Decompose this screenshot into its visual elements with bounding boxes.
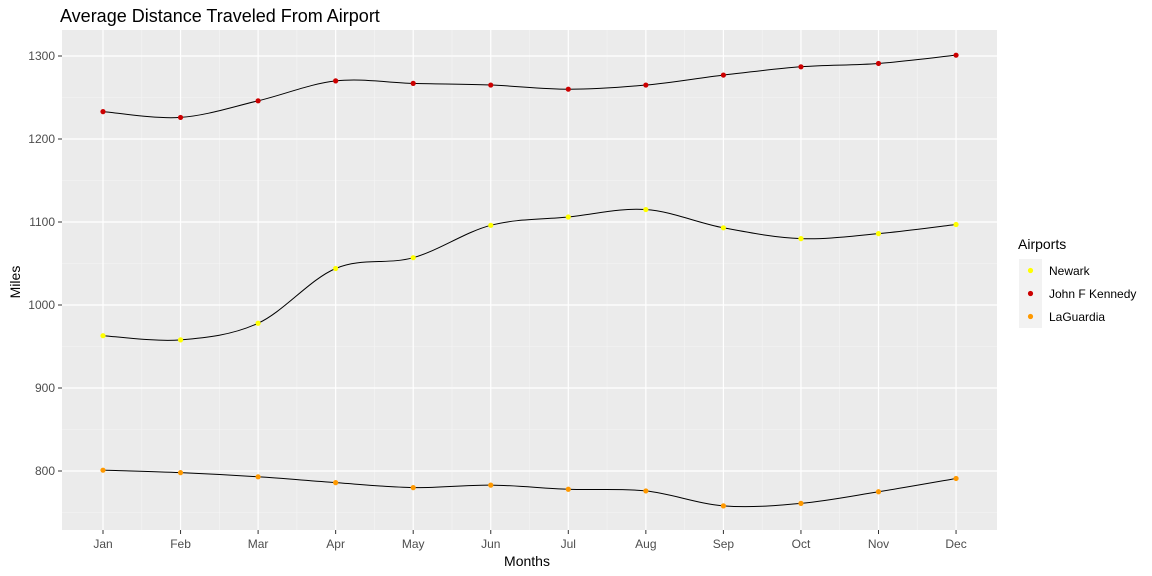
data-point-laguardia xyxy=(720,503,727,509)
data-point-john-f-kennedy xyxy=(100,109,106,115)
data-point-newark xyxy=(565,214,571,220)
data-point-laguardia xyxy=(643,488,649,494)
data-point-newark xyxy=(953,221,959,228)
x-tick-label: Aug xyxy=(635,537,656,551)
data-point-newark xyxy=(410,255,416,261)
y-tick-label: 1300 xyxy=(28,49,55,63)
data-point-john-f-kennedy xyxy=(177,114,184,121)
x-tick-label: Jan xyxy=(93,537,112,551)
data-point-laguardia xyxy=(410,485,416,491)
x-axis: Jan Feb Mar Apr May Jun Jul Aug Sep Oct Nov Dec xyxy=(93,530,967,551)
y-axis-title: Miles xyxy=(7,266,23,299)
x-tick-label: Dec xyxy=(945,537,966,551)
x-tick-label: Apr xyxy=(326,537,345,551)
data-point-newark xyxy=(643,206,649,213)
y-tick-label: 1200 xyxy=(28,132,55,146)
data-point-laguardia xyxy=(953,475,959,482)
data-point-laguardia xyxy=(488,482,494,488)
series-points xyxy=(100,52,959,509)
data-point-newark xyxy=(720,225,727,231)
data-point-newark xyxy=(875,231,882,237)
x-tick-label: May xyxy=(402,537,425,551)
data-point-newark xyxy=(798,236,804,242)
x-axis-title: Months xyxy=(504,553,550,569)
series-lines xyxy=(102,54,957,508)
legend: Airports Newark John F Kennedy LaGuardia xyxy=(1018,236,1136,328)
legend-title: Airports xyxy=(1018,236,1066,252)
data-point-laguardia xyxy=(333,480,339,486)
data-point-john-f-kennedy xyxy=(798,64,804,70)
data-point-john-f-kennedy xyxy=(875,60,882,67)
data-point-newark xyxy=(488,222,494,228)
data-point-laguardia xyxy=(565,486,571,492)
data-point-newark xyxy=(255,320,261,326)
y-tick-label: 1100 xyxy=(29,215,55,229)
data-point-john-f-kennedy xyxy=(488,82,494,88)
legend-marker-john-f-kennedy xyxy=(1027,290,1034,297)
data-point-newark xyxy=(333,265,339,272)
data-point-laguardia xyxy=(255,474,261,480)
x-tick-label: Nov xyxy=(868,537,889,551)
data-point-john-f-kennedy xyxy=(565,86,571,92)
x-tick-label: Oct xyxy=(792,537,811,551)
x-tick-label: Jul xyxy=(561,537,576,551)
legend-label-newark: Newark xyxy=(1049,264,1091,278)
data-point-newark xyxy=(100,333,106,339)
series-line-newark xyxy=(102,208,957,341)
data-point-john-f-kennedy xyxy=(333,78,339,84)
data-point-laguardia xyxy=(798,500,804,506)
series-line-laguardia xyxy=(102,469,957,508)
data-point-laguardia xyxy=(177,470,184,476)
legend-label-laguardia: LaGuardia xyxy=(1049,310,1105,324)
legend-marker-newark xyxy=(1027,267,1034,274)
series-line-john-f-kennedy xyxy=(102,54,957,119)
x-tick-label: Sep xyxy=(713,537,735,551)
x-tick-label: Mar xyxy=(248,537,269,551)
data-point-john-f-kennedy xyxy=(410,80,416,86)
data-point-john-f-kennedy xyxy=(643,82,649,88)
y-axis: 800 900 1000 1100 1200 1300 xyxy=(28,49,62,478)
chart-title: Average Distance Traveled From Airport xyxy=(60,6,380,26)
x-tick-label: Jun xyxy=(481,537,500,551)
data-point-john-f-kennedy xyxy=(720,72,727,78)
x-tick-label: Feb xyxy=(170,537,191,551)
y-tick-label: 800 xyxy=(35,464,55,478)
legend-label-john-f-kennedy: John F Kennedy xyxy=(1049,287,1136,301)
minor-gridlines xyxy=(62,30,997,530)
y-tick-label: 900 xyxy=(35,381,55,395)
data-point-laguardia xyxy=(100,467,106,473)
data-point-laguardia xyxy=(875,489,882,495)
data-point-john-f-kennedy xyxy=(953,52,959,58)
data-point-newark xyxy=(177,337,184,343)
data-point-john-f-kennedy xyxy=(255,98,261,104)
y-tick-label: 1000 xyxy=(28,298,55,312)
legend-marker-laguardia xyxy=(1027,313,1034,320)
